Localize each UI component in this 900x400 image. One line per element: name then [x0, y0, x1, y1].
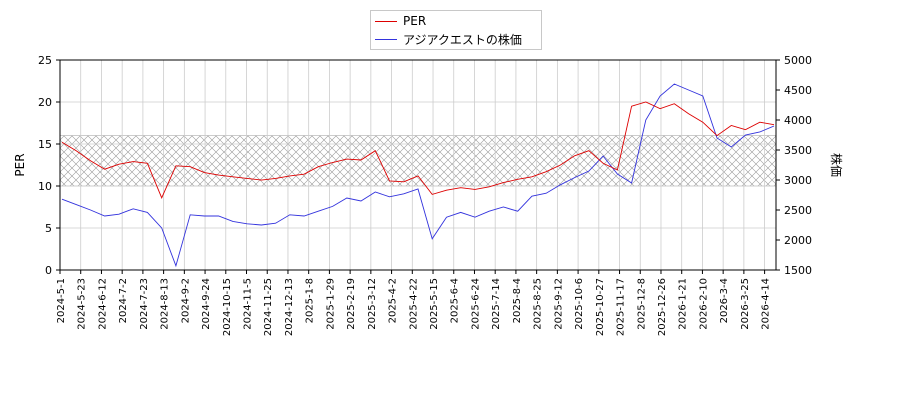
y-right-tick-label: 3000	[784, 174, 812, 187]
y-right-tick-label: 5000	[784, 54, 812, 67]
x-tick-label: 2024-5-1	[56, 278, 67, 323]
y-left-axis-label: PER	[13, 153, 27, 176]
x-tick-label: 2025-10-6	[574, 278, 585, 330]
x-tick-label: 2026-4-14	[761, 278, 772, 330]
y-left-tick-label: 25	[38, 54, 52, 67]
x-tick-label: 2025-12-8	[636, 278, 647, 330]
y-right-tick-label: 2500	[784, 204, 812, 217]
y-right-tick-label: 2000	[784, 234, 812, 247]
x-tick-label: 2024-6-12	[97, 278, 108, 330]
series-per-line	[61, 101, 775, 199]
y-right-tick-label: 3500	[784, 144, 812, 157]
y-left-tick-label: 5	[45, 222, 52, 235]
x-tick-label: 2024-9-24	[201, 278, 212, 330]
y-left-tick-label: 10	[38, 180, 52, 193]
x-tick-label: 2024-11-25	[263, 278, 274, 336]
legend-label-per: PER	[403, 14, 427, 28]
x-tick-label: 2025-3-12	[367, 278, 378, 330]
y-right-tick-label: 4000	[784, 114, 812, 127]
x-tick-label: 2025-8-25	[533, 278, 544, 330]
x-tick-label: 2025-10-27	[595, 278, 606, 336]
x-tick-label: 2025-9-12	[553, 278, 564, 330]
y-right-axis-label: 株価	[829, 153, 844, 177]
x-tick-label: 2025-4-2	[388, 278, 399, 323]
x-tick-label: 2025-1-29	[325, 278, 336, 330]
x-tick-label: 2024-7-23	[139, 278, 150, 330]
y-right-tick-label: 1500	[784, 264, 812, 277]
plot-frame	[59, 59, 777, 271]
x-tick-label: 2024-9-2	[180, 278, 191, 323]
y-right-tick-label: 4500	[784, 84, 812, 97]
x-tick-label: 2025-11-17	[616, 278, 627, 336]
legend-swatch-per	[375, 20, 397, 22]
x-tick-label: 2025-8-4	[512, 278, 523, 323]
y-left-tick-label: 20	[38, 96, 52, 109]
legend: PER アジアクエストの株価	[370, 10, 542, 50]
x-tick-label: 2025-5-15	[429, 278, 440, 330]
x-tick-label: 2024-8-13	[160, 278, 171, 330]
x-tick-label: 2026-3-25	[740, 278, 751, 330]
x-tick-label: 2024-12-13	[284, 278, 295, 336]
x-tick-label: 2024-5-23	[77, 278, 88, 330]
y-left-tick-label: 0	[45, 264, 52, 277]
x-tick-label: 2026-2-10	[698, 278, 709, 330]
x-tick-label: 2024-11-5	[243, 278, 254, 330]
x-tick-label: 2025-6-4	[450, 278, 461, 323]
x-tick-label: 2025-1-8	[305, 278, 316, 323]
x-tick-label: 2025-12-26	[657, 278, 668, 336]
x-tick-label: 2025-7-14	[491, 278, 502, 330]
x-tick-label: 2026-3-4	[719, 278, 730, 323]
x-tick-label: 2024-10-15	[222, 278, 233, 336]
x-tick-label: 2025-2-19	[346, 278, 357, 330]
x-tick-label: 2025-6-24	[470, 278, 481, 330]
x-tick-label: 2025-4-22	[408, 278, 419, 330]
legend-item-per: PER	[375, 13, 426, 29]
shaded-band	[60, 135, 776, 186]
x-tick-label: 2026-1-21	[678, 278, 689, 330]
legend-swatch-price	[375, 38, 397, 40]
x-tick-label: 2024-7-2	[118, 278, 129, 323]
legend-item-price: アジアクエストの株価	[375, 31, 522, 47]
y-left-tick-label: 15	[38, 138, 52, 151]
legend-label-price: アジアクエストの株価	[403, 32, 522, 47]
series-price-line	[61, 83, 775, 268]
